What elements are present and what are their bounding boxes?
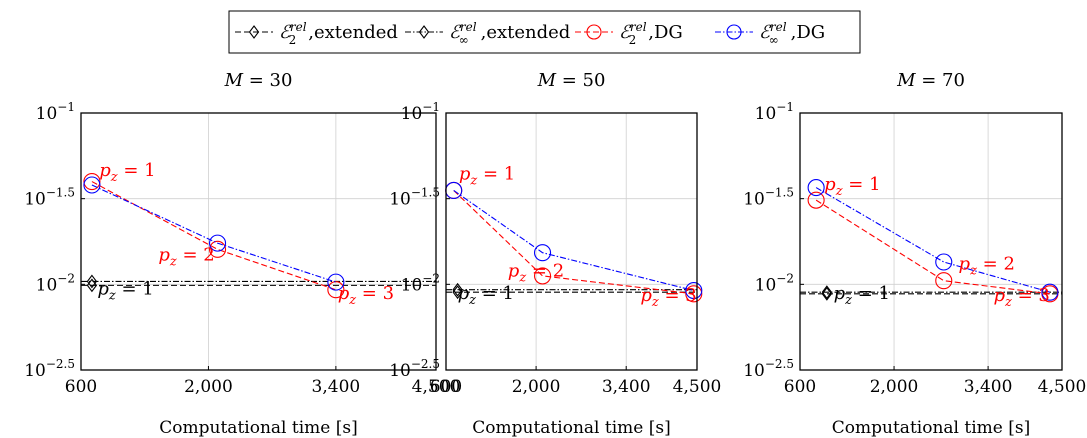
data-point-circle	[533, 267, 552, 285]
y-tick-label: 10−2.5	[743, 357, 794, 381]
x-axis-label: Computational time [s]	[472, 418, 670, 438]
chart-panels: 600 2,000 3,400 4,50010−2.510−210−1.510−1M …	[24, 70, 1086, 438]
legend-label: ℰrel ∞ ,DG	[759, 20, 825, 47]
series-4	[807, 179, 1059, 301]
x-tick-label: 3,400	[602, 377, 651, 397]
point-annotation: pz = 3	[993, 285, 1049, 310]
point-annotation: pz = 2	[508, 261, 564, 286]
legend-box	[228, 10, 861, 54]
legend-label: ℰrel ∞ ,extended	[449, 20, 570, 47]
y-tick-label: 10−2	[36, 271, 75, 295]
point-annotation: pz = 1	[99, 160, 155, 185]
legend-circle-marker	[726, 24, 742, 40]
series-2	[81, 274, 436, 289]
data-point-diamond	[821, 285, 833, 300]
point-annotation: pz = 1	[824, 174, 880, 199]
chart-title: M = 50	[537, 70, 606, 91]
data-point-circle	[1041, 283, 1059, 301]
chart-title: M = 30	[224, 70, 293, 91]
x-tick-label: 2,000	[512, 377, 561, 397]
data-point-circle	[685, 285, 703, 303]
data-point-circle	[83, 176, 101, 194]
y-tick-label: 10−2	[755, 271, 794, 295]
data-point-circle	[327, 281, 345, 299]
legend-diamond-marker	[418, 25, 430, 39]
series-line	[815, 199, 1050, 295]
point-annotation: pz = 1	[97, 279, 153, 304]
point-annotation: pz = 2	[959, 254, 1015, 279]
chart-panel: 600 2,000 3,400 4,50010−2.510−210−1.510−1M …	[389, 70, 721, 438]
legend-circle-marker	[586, 24, 602, 40]
point-annotation: pz = 1	[834, 283, 890, 308]
legend-entry: ℰrel 2 ,extended	[235, 20, 398, 47]
data-point-circle	[533, 244, 552, 262]
series-2	[800, 285, 1062, 300]
data-point-diamond	[86, 274, 98, 289]
chart-panel: 600 2,000 3,400 4,500 10−2.5 10−2 10−1.5 10−1 M …	[743, 70, 1086, 438]
legend-diamond-marker	[248, 25, 260, 39]
x-tick-label: 600	[65, 377, 97, 397]
point-annotation: pz = 2	[158, 244, 214, 269]
series-line	[91, 184, 337, 283]
data-point-circle	[83, 173, 101, 191]
y-tick-label: 10−1	[401, 100, 440, 124]
legend-entry: ℰrel ∞ ,DG	[715, 20, 825, 47]
x-tick-label: 4,500	[1038, 377, 1087, 397]
y-tick-label: 10−1.5	[24, 186, 75, 210]
y-tick-label: 10−2.5	[389, 357, 440, 381]
data-point-circle	[685, 281, 703, 300]
series-line	[453, 190, 694, 292]
data-point-circle	[935, 272, 953, 290]
data-point-circle	[208, 240, 227, 258]
data-point-circle	[807, 191, 825, 209]
y-tick-label: 10−1	[755, 100, 794, 124]
legend-entry: ℰrel ∞ ,extended	[405, 20, 570, 47]
x-tick-label: 2,000	[870, 377, 919, 397]
x-tick-label: 3,400	[312, 377, 361, 397]
point-annotation: pz = 3	[338, 283, 394, 308]
legend: ℰrel 2 ,extended ℰrel ∞ ,extended ℰrel 2 ,DG ℰrel…	[228, 10, 861, 54]
data-point-circle	[208, 234, 227, 252]
x-tick-label: 3,400	[964, 377, 1013, 397]
point-annotation: pz = 3	[640, 285, 696, 310]
x-tick-label: 4,500	[673, 377, 722, 397]
data-point-diamond	[452, 282, 463, 297]
point-annotation: pz = 1	[459, 163, 515, 188]
point-annotation: pz = 1	[458, 283, 514, 308]
x-axis-label: Computational time [s]	[832, 418, 1030, 438]
series-4	[83, 176, 345, 291]
x-tick-label: 2,000	[184, 377, 233, 397]
y-tick-label: 10−2	[401, 271, 440, 295]
x-tick-label: 600	[784, 377, 816, 397]
data-point-circle	[327, 273, 345, 291]
y-tick-label: 10−1	[36, 100, 75, 124]
chart-panel: 600 2,000 3,400 4,50010−2.510−210−1.510−1M …	[24, 70, 460, 438]
plot-frame	[799, 112, 1063, 371]
legend-entry: ℰrel 2 ,DG	[575, 20, 683, 47]
x-tick-label: 600	[430, 377, 462, 397]
data-point-circle	[935, 253, 953, 271]
series-line	[453, 190, 694, 295]
series-4	[445, 181, 703, 300]
y-tick-label: 10−1.5	[743, 186, 794, 210]
data-point-circle	[807, 179, 825, 197]
plot-frame	[445, 112, 698, 371]
legend-label: ℰrel 2 ,extended	[279, 20, 398, 47]
y-tick-label: 10−2.5	[24, 357, 75, 381]
x-tick-label: 4,500	[412, 377, 461, 397]
x-axis-label: Computational time [s]	[159, 418, 357, 438]
series-line	[815, 187, 1051, 293]
legend-label: ℰrel 2 ,DG	[619, 20, 683, 47]
y-tick-label: 10−1.5	[389, 186, 440, 210]
plot-frame	[80, 112, 437, 371]
chart-title: M = 70	[896, 70, 965, 91]
